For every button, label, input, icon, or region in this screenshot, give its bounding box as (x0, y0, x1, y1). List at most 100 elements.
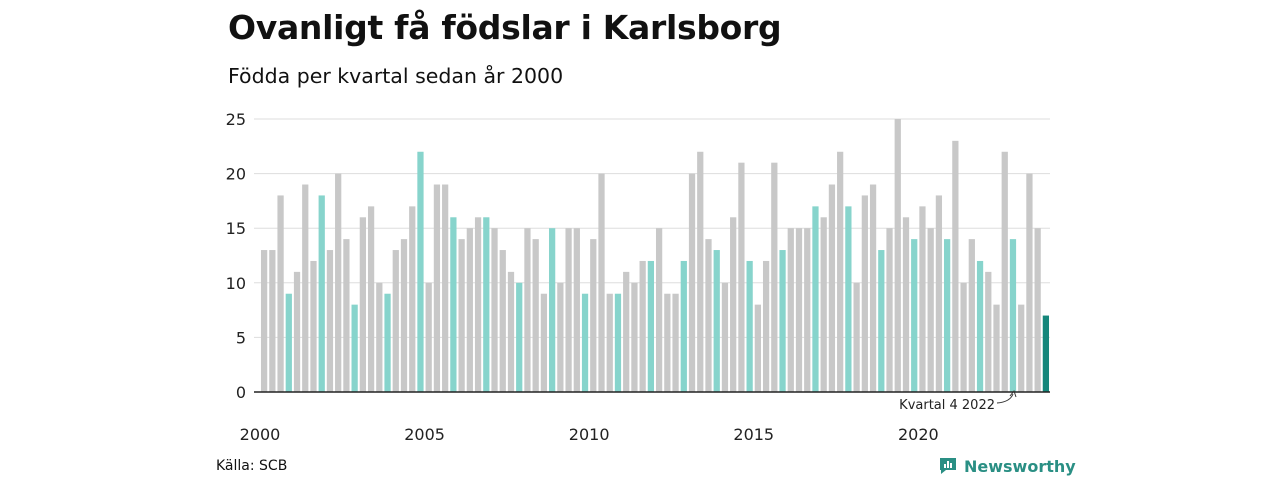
y-tick-label: 15 (226, 219, 246, 238)
bar (762, 260, 770, 392)
bar (507, 271, 515, 392)
bar (590, 239, 597, 392)
y-tick-label: 5 (236, 328, 246, 347)
bar (557, 282, 564, 392)
bar (425, 282, 432, 392)
bar (894, 119, 901, 392)
bar (343, 239, 350, 392)
bar (302, 184, 309, 392)
bar (985, 271, 992, 392)
brand-name: Newsworthy (964, 456, 1076, 476)
bar (335, 173, 342, 392)
bar (837, 151, 844, 392)
bar (631, 282, 638, 392)
y-tick-label: 25 (226, 110, 246, 129)
bar (565, 228, 572, 392)
x-tick-label: 2015 (733, 425, 774, 444)
bar (466, 228, 473, 392)
bar (746, 260, 753, 392)
bar (1026, 173, 1033, 392)
bar (664, 293, 671, 392)
bar (549, 228, 556, 392)
bar (820, 217, 827, 392)
bar (738, 162, 745, 392)
bar (886, 228, 893, 392)
bar (376, 282, 383, 392)
x-tick-label: 2020 (898, 425, 939, 444)
bar (1009, 239, 1017, 392)
bar (409, 206, 416, 392)
bar (795, 228, 803, 392)
bar (483, 217, 490, 392)
bar (771, 162, 778, 392)
bar (367, 206, 375, 392)
bar (450, 217, 457, 392)
bar (993, 304, 1000, 392)
bar (680, 260, 687, 392)
bar (647, 260, 655, 392)
bar (351, 304, 358, 392)
bar (260, 250, 268, 392)
bar (614, 293, 622, 392)
bar (878, 250, 885, 392)
source-label: Källa: SCB (216, 458, 288, 474)
x-tick-label: 2010 (569, 425, 610, 444)
bar (516, 282, 523, 392)
bar (598, 173, 605, 392)
annotation-label: Kvartal 4 2022 (899, 398, 995, 413)
bar (672, 293, 679, 392)
bar (400, 239, 408, 392)
bar (499, 250, 506, 392)
bar (359, 217, 366, 392)
bar (845, 206, 852, 392)
bar (861, 195, 868, 392)
bar (1042, 315, 1050, 392)
bar (935, 195, 943, 392)
bar (952, 140, 959, 392)
annotation-arrow (996, 393, 1014, 404)
bar (869, 184, 877, 392)
bar (326, 250, 334, 392)
bar (573, 228, 580, 392)
bar (623, 271, 630, 392)
chart-subtitle: Födda per kvartal sedan år 2000 (228, 64, 564, 88)
bar (960, 282, 967, 392)
bar (1001, 151, 1008, 392)
bar (927, 228, 934, 392)
bar (919, 206, 926, 392)
bar (1018, 304, 1025, 392)
y-tick-label: 10 (226, 274, 246, 293)
bar (442, 184, 449, 392)
bar (713, 250, 720, 392)
bar (540, 293, 548, 392)
bar (318, 195, 325, 392)
bar (474, 217, 482, 392)
bar (754, 304, 761, 392)
bar (721, 282, 729, 392)
bar (606, 293, 613, 392)
bar (787, 228, 794, 392)
bar (911, 239, 918, 392)
bar (655, 228, 663, 392)
bar (310, 260, 317, 392)
y-tick-label: 0 (236, 383, 246, 402)
bar (293, 271, 301, 392)
bar (697, 151, 704, 392)
x-tick-label: 2005 (404, 425, 445, 444)
bar (976, 260, 984, 392)
y-tick-label: 20 (226, 165, 246, 184)
bar (417, 151, 424, 392)
bar (944, 239, 951, 392)
bar (902, 217, 910, 392)
bar (384, 293, 391, 392)
bar (828, 184, 836, 392)
bar (968, 239, 975, 392)
newsworthy-icon (940, 458, 956, 474)
x-tick-label: 2000 (240, 425, 281, 444)
bar (285, 293, 292, 392)
brand-logo: Newsworthy (938, 456, 1076, 476)
bar (705, 239, 712, 392)
bar (853, 282, 860, 392)
bar (524, 228, 531, 392)
bar (532, 239, 539, 392)
